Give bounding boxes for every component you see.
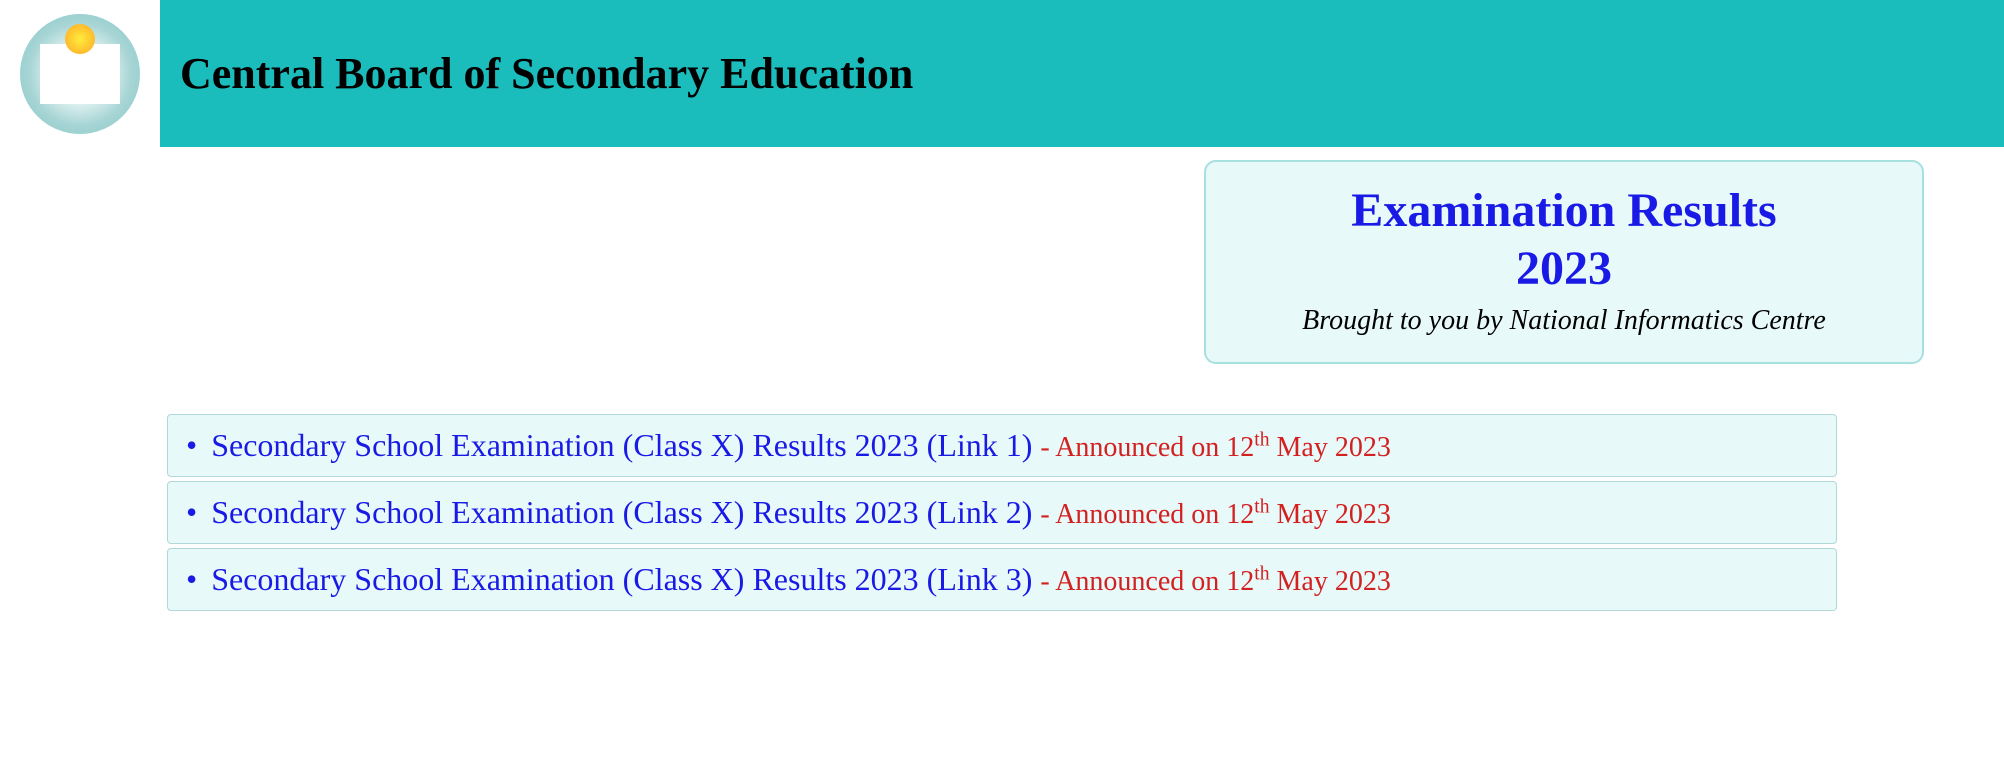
announce-suffix: May 2023: [1270, 566, 1391, 597]
announce-suffix: May 2023: [1270, 499, 1391, 530]
result-link-row: • Secondary School Examination (Class X)…: [167, 548, 1837, 611]
announce-text: - Announced on 12th May 2023: [1040, 499, 1390, 530]
bullet-icon: •: [186, 427, 197, 463]
announce-sup: th: [1254, 430, 1269, 451]
results-title-line2: 2023: [1516, 242, 1612, 295]
bullet-icon: •: [186, 561, 197, 597]
announce-prefix: - Announced on 12: [1040, 499, 1254, 530]
result-link-2[interactable]: Secondary School Examination (Class X) R…: [211, 494, 1032, 530]
announce-prefix: - Announced on 12: [1040, 432, 1254, 463]
page-title: Central Board of Secondary Education: [180, 48, 913, 99]
announce-prefix: - Announced on 12: [1040, 566, 1254, 597]
results-card-subtitle: Brought to you by National Informatics C…: [1236, 305, 1892, 337]
header-banner: Central Board of Secondary Education: [0, 0, 2004, 150]
result-link-row: • Secondary School Examination (Class X)…: [167, 414, 1837, 477]
announce-sup: th: [1254, 564, 1269, 585]
announce-text: - Announced on 12th May 2023: [1040, 432, 1390, 463]
links-container: • Secondary School Examination (Class X)…: [87, 414, 1917, 611]
results-title-line1: Examination Results: [1351, 184, 1776, 237]
cbse-logo-icon: [20, 14, 140, 134]
logo-container: [0, 0, 160, 149]
result-link-row: • Secondary School Examination (Class X)…: [167, 481, 1837, 544]
results-card-title: Examination Results 2023: [1236, 182, 1892, 297]
results-card: Examination Results 2023 Brought to you …: [1204, 160, 1924, 364]
announce-text: - Announced on 12th May 2023: [1040, 566, 1390, 597]
result-link-1[interactable]: Secondary School Examination (Class X) R…: [211, 427, 1032, 463]
result-link-3[interactable]: Secondary School Examination (Class X) R…: [211, 561, 1032, 597]
announce-suffix: May 2023: [1270, 432, 1391, 463]
bullet-icon: •: [186, 494, 197, 530]
announce-sup: th: [1254, 497, 1269, 518]
